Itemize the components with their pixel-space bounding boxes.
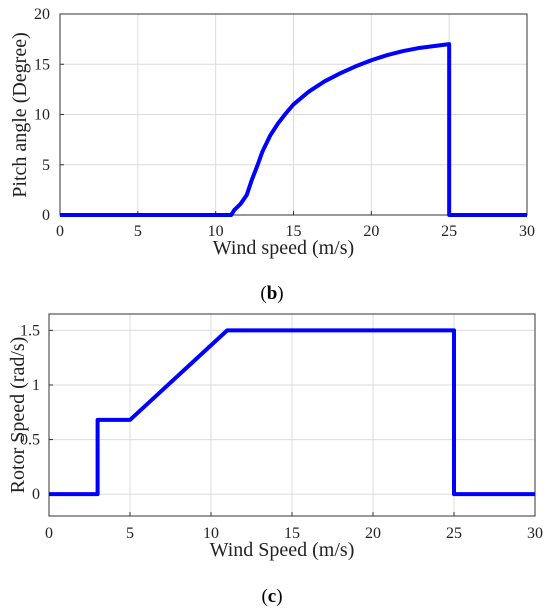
chart-0-ylabel: Pitch angle (Degree) (9, 32, 31, 197)
chart-0-ytick-label-4: 20 (34, 6, 50, 23)
chart-1-xtick-label-3: 15 (284, 525, 300, 542)
pitch-angle-chart: 0 5 10 15 20 25 30 0 5 10 15 20 Wind speed (m/s) Pitc… (9, 6, 535, 259)
chart-1-xtick-label-6: 30 (527, 525, 543, 542)
chart-1-series-line-0 (49, 328, 535, 497)
rotor-speed-chart: 0 5 10 15 20 25 30 0 0.5 1 1.5 Wind Speed (m/s) Roto… (7, 313, 543, 561)
chart-0-xtick-label-5: 25 (441, 223, 457, 240)
chart-0-ytick-label-2: 10 (34, 107, 50, 124)
chart-0-ytick-label-3: 15 (34, 56, 50, 73)
caption-c-letter: c (268, 586, 276, 607)
caption-b-open: ( (260, 283, 266, 304)
chart-1-xlabel: Wind Speed (m/s) (210, 539, 355, 561)
caption-b-close: ) (277, 283, 283, 304)
chart-1-xtick-label-2: 10 (203, 525, 219, 542)
chart-0-xtick-label-0: 0 (56, 223, 64, 240)
caption-c-open: ( (261, 586, 267, 607)
caption-b: (b) (260, 283, 283, 304)
chart-1-xtick-label-4: 20 (365, 525, 381, 542)
chart-1-ytick-label-2: 1 (32, 377, 40, 394)
chart-1-xtick-label-1: 5 (126, 525, 134, 542)
chart-1-ytick-label-3: 1.5 (20, 322, 40, 339)
chart-0-xtick-label-3: 15 (286, 223, 302, 240)
caption-c-close: ) (276, 586, 282, 607)
chart-1-ytick-label-0: 0 (32, 486, 40, 503)
chart-0-ytick-label-0: 0 (42, 207, 50, 224)
chart-0-xtick-label-1: 5 (134, 223, 142, 240)
chart-0-xtick-label-6: 30 (519, 223, 535, 240)
chart-1-xtick-label-5: 25 (446, 525, 462, 542)
chart-1-xtick-label-0: 0 (45, 525, 53, 542)
chart-0-xtick-label-2: 10 (208, 223, 224, 240)
caption-c: (c) (261, 586, 282, 607)
chart-1-ytick-label-1: 0.5 (20, 432, 40, 449)
chart-0-ytick-label-1: 5 (42, 157, 50, 174)
chart-0-xlabel: Wind speed (m/s) (213, 237, 354, 259)
chart-1-ylabel: Rotor Speed (rad/s) (7, 337, 29, 494)
caption-b-letter: b (267, 283, 278, 304)
chart-0-series-line-0 (60, 42, 527, 217)
chart-0-xtick-label-4: 20 (363, 223, 379, 240)
